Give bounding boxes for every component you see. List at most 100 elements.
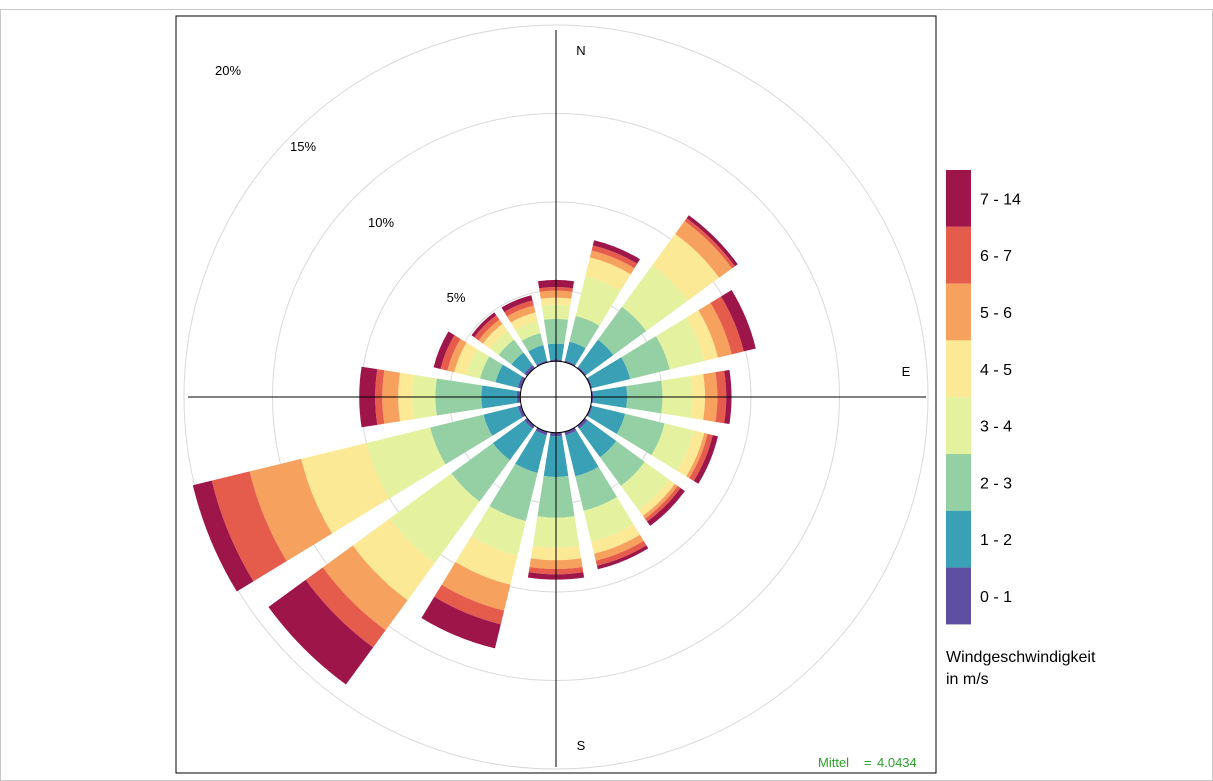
sector-ene-bin-3-4 — [656, 317, 705, 370]
sector-ese-bin-1-2 — [588, 405, 626, 434]
ring-label-20: 20% — [215, 63, 241, 78]
legend-label-0-1: 0 - 1 — [980, 589, 1012, 606]
sector-se-bin-0-1 — [577, 418, 588, 429]
sector-wsw-bin-2-3 — [430, 414, 493, 465]
sector-sse — [564, 427, 649, 570]
sector-wsw-bin-7-14 — [192, 480, 254, 592]
mean-speed-value: 4.0434 — [877, 755, 917, 770]
sector-nne-bin-4-5 — [585, 257, 631, 291]
sector-wnw-bin-5-6 — [447, 338, 467, 373]
sector-ssw — [421, 427, 548, 649]
sector-nne-bin-2-3 — [569, 315, 600, 349]
sector-ne-bin-1-2 — [578, 339, 614, 375]
sector-ese-bin-5-6 — [686, 432, 708, 479]
sector-ese-bin-6-7 — [689, 433, 713, 481]
ring-label-15: 15% — [290, 139, 316, 154]
sector-ne-bin-2-3 — [597, 306, 647, 356]
sector-ene — [586, 290, 756, 389]
sector-nne-bin-6-7 — [591, 245, 638, 269]
sector-nw-bin-4-5 — [482, 323, 508, 349]
ring-label-5: 5% — [447, 290, 466, 305]
sector-ese-bin-4-5 — [677, 430, 705, 477]
legend-label-2-3: 2 - 3 — [980, 475, 1012, 492]
sector-ne-bin-5-6 — [675, 220, 733, 278]
sector-ne-bin-6-7 — [684, 218, 735, 269]
sector-wnw-bin-6-7 — [440, 335, 461, 371]
ring-labels: 5% 10% 15% 20% — [215, 63, 466, 305]
sector-sw — [268, 418, 535, 685]
sector-se-bin-1-2 — [579, 420, 617, 458]
sector-ssw-bin-6-7 — [434, 584, 505, 625]
legend-label-6-7: 6 - 7 — [980, 248, 1012, 265]
sector-nnw-bin-3-4 — [515, 321, 541, 341]
sector-nne-bin-7-14 — [592, 240, 640, 264]
sector-sw-bin-4-5 — [352, 518, 435, 601]
legend-label-7-14: 7 - 14 — [980, 191, 1021, 208]
mean-speed-label: Mittel — [818, 755, 849, 770]
sector-nw-bin-5-6 — [478, 319, 503, 344]
sector-ne-bin-0-1 — [577, 366, 587, 376]
sector-wnw-bin-1-2 — [495, 364, 523, 388]
legend-swatch-7-14 — [946, 170, 971, 227]
sector-ene-bin-2-3 — [621, 336, 670, 379]
compass-label-s: S — [577, 738, 586, 753]
sector-sw-bin-3-4 — [389, 473, 480, 564]
sector-sse-bin-4-5 — [591, 524, 640, 554]
legend-title: Windgeschwindigkeit in m/s — [946, 649, 1096, 688]
sector-se-bin-6-7 — [644, 485, 681, 522]
sector-nne-bin-3-4 — [575, 276, 621, 326]
legend-label-3-4: 3 - 4 — [980, 419, 1012, 436]
mean-speed-stat: Mittel = 4.0434 — [818, 755, 917, 770]
sector-ene-bin-5-6 — [698, 302, 732, 358]
sector-nw-bin-3-4 — [490, 331, 515, 356]
sector-ssw-bin-1-2 — [515, 430, 547, 473]
sector-ssw-bin-4-5 — [455, 536, 518, 585]
sector-sw-bin-0-1 — [524, 418, 535, 429]
sector-ese-bin-7-14 — [693, 435, 718, 484]
sector-wsw-bin-1-2 — [483, 406, 523, 436]
sector-se-bin-7-14 — [647, 488, 685, 526]
sector-ne-bin-3-4 — [621, 265, 688, 332]
sector-ne-bin-7-14 — [686, 215, 738, 267]
legend-swatch-0-1 — [946, 567, 971, 625]
sector-ene-bin-6-7 — [710, 296, 744, 355]
sector-sw-bin-7-14 — [268, 579, 374, 685]
sector-nnw-bin-1-2 — [528, 345, 548, 365]
sector-ssw-bin-3-4 — [471, 506, 526, 556]
ring-label-10: 10% — [368, 215, 394, 230]
grid-ring-20 — [183, 24, 929, 770]
sector-nw-bin-6-7 — [474, 315, 500, 341]
sector-sse-bin-2-3 — [575, 466, 617, 511]
legend-swatch-2-3 — [946, 454, 971, 511]
sector-wsw-bin-0-1 — [517, 405, 526, 418]
sector-ene-bin-1-2 — [588, 357, 631, 389]
sector-ssw-bin-5-6 — [441, 562, 511, 611]
sector-wnw-bin-2-3 — [480, 356, 503, 383]
sector-nnw-bin-5-6 — [507, 305, 536, 323]
legend-title-line-1: Windgeschwindigkeit — [946, 649, 1096, 666]
sector-sw-bin-1-2 — [492, 420, 533, 461]
speed-legend: 7 - 14 6 - 7 5 - 6 4 - 5 3 - 4 2 - 3 1 - 2 0 - … — [946, 170, 1021, 625]
sector-sse-bin-5-6 — [594, 534, 644, 561]
sector-ese — [586, 405, 718, 484]
legend-swatch-1-2 — [946, 510, 971, 568]
sector-sse-bin-7-14 — [597, 545, 649, 570]
sector-se-bin-5-6 — [642, 483, 678, 519]
sector-ssw-bin-2-3 — [489, 463, 538, 522]
sector-ne-bin-4-5 — [652, 233, 720, 301]
sector-wnw — [433, 331, 526, 389]
sector-nne-bin-1-2 — [564, 341, 586, 365]
sector-ssw-bin-7-14 — [421, 596, 501, 649]
legend-label-1-2: 1 - 2 — [980, 532, 1012, 549]
legend-swatch-6-7 — [946, 226, 971, 284]
legend-label-4-5: 4 - 5 — [980, 362, 1012, 379]
sector-sw-bin-2-3 — [451, 443, 510, 502]
sector-ene-bin-7-14 — [721, 290, 756, 352]
sector-sse-bin-3-4 — [583, 497, 634, 542]
sector-wnw-bin-0-1 — [517, 376, 526, 389]
sector-se-bin-3-4 — [620, 461, 670, 511]
compass-labels: N E S — [576, 43, 910, 753]
sector-wsw-bin-6-7 — [211, 471, 287, 582]
legend-swatch-3-4 — [946, 397, 971, 454]
compass-label-n: N — [576, 43, 585, 58]
